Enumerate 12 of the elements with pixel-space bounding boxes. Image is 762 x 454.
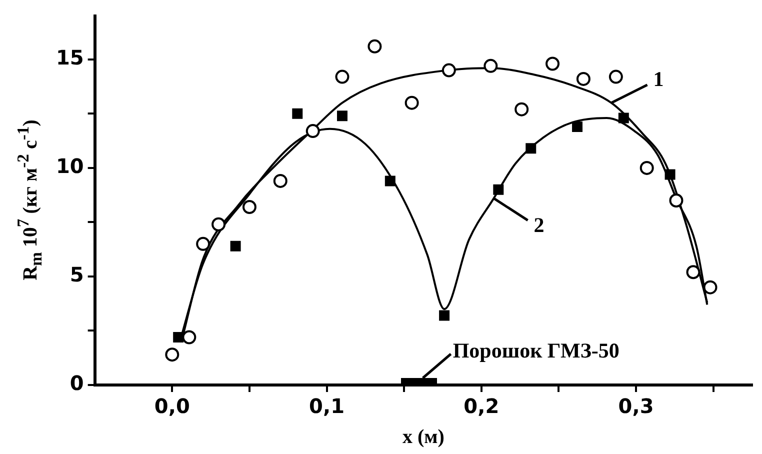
y-tick-label: 5 (70, 262, 84, 287)
x-tick-label: 0,1 (309, 394, 344, 418)
x-tick-label: 0,3 (618, 394, 654, 418)
legend-label: 1 (653, 67, 664, 92)
series-label: 2 (534, 212, 544, 237)
x-tick-label: 0,2 (464, 394, 500, 418)
annotation: Порошок ГМЗ-50 (452, 338, 620, 362)
y-tick-label: 10 (56, 154, 84, 178)
y-tick-label: 15 (56, 46, 84, 70)
y-tick-label: 0 (70, 371, 84, 396)
x-tick-label: 0,0 (154, 394, 190, 418)
x-axis-title: x (м) (402, 426, 444, 448)
